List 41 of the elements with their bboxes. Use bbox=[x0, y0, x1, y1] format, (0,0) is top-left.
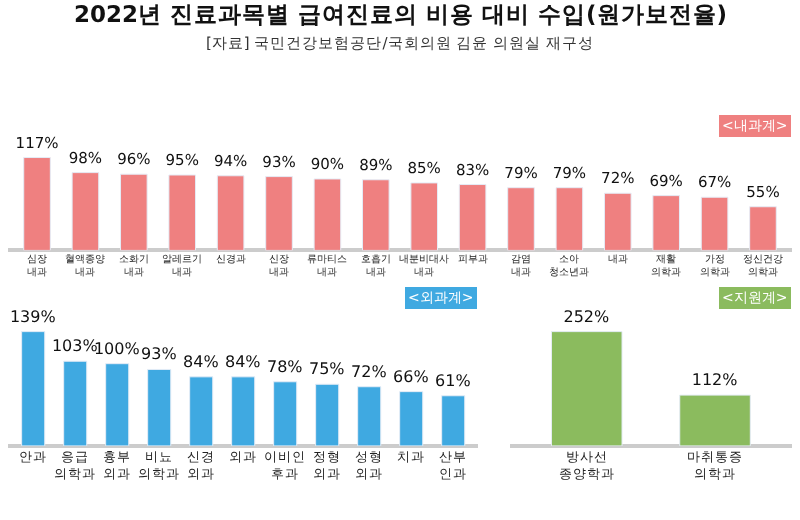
data-label: 252% bbox=[563, 307, 611, 326]
bar bbox=[700, 196, 729, 251]
data-label: 139% bbox=[9, 307, 57, 326]
bar bbox=[23, 157, 51, 251]
bar bbox=[273, 381, 298, 446]
data-label: 66% bbox=[393, 367, 430, 386]
bar bbox=[507, 187, 535, 251]
bar bbox=[120, 173, 148, 251]
data-label: 112% bbox=[691, 371, 739, 390]
data-label: 84% bbox=[225, 352, 262, 371]
bar bbox=[749, 206, 777, 251]
data-label: 100% bbox=[93, 339, 141, 358]
data-label: 93% bbox=[141, 345, 178, 364]
bar bbox=[357, 386, 382, 446]
bar bbox=[652, 195, 680, 251]
bar bbox=[71, 172, 100, 251]
bar bbox=[315, 383, 340, 446]
bar bbox=[63, 360, 88, 446]
data-label: 75% bbox=[309, 360, 346, 379]
bar bbox=[147, 368, 172, 446]
bar bbox=[603, 192, 632, 251]
bar bbox=[231, 376, 256, 446]
bar bbox=[441, 395, 466, 446]
bar bbox=[216, 175, 245, 251]
data-label: 72% bbox=[351, 362, 388, 381]
bar bbox=[21, 331, 46, 446]
data-label: 84% bbox=[183, 352, 220, 371]
bar bbox=[265, 176, 293, 251]
bar bbox=[410, 182, 438, 251]
bar bbox=[105, 363, 130, 446]
data-label: 78% bbox=[267, 357, 304, 376]
bar bbox=[399, 391, 424, 446]
bar bbox=[313, 178, 342, 251]
bar bbox=[362, 179, 390, 251]
data-label: 61% bbox=[435, 371, 472, 390]
bar bbox=[168, 174, 197, 251]
bar bbox=[555, 187, 584, 251]
bar bbox=[458, 184, 487, 251]
bar bbox=[189, 376, 214, 446]
chart-title: 2022년 진료과목별 급여진료의 비용 대비 수입(원가보전율) bbox=[74, 0, 728, 28]
data-label: 103% bbox=[51, 337, 99, 356]
